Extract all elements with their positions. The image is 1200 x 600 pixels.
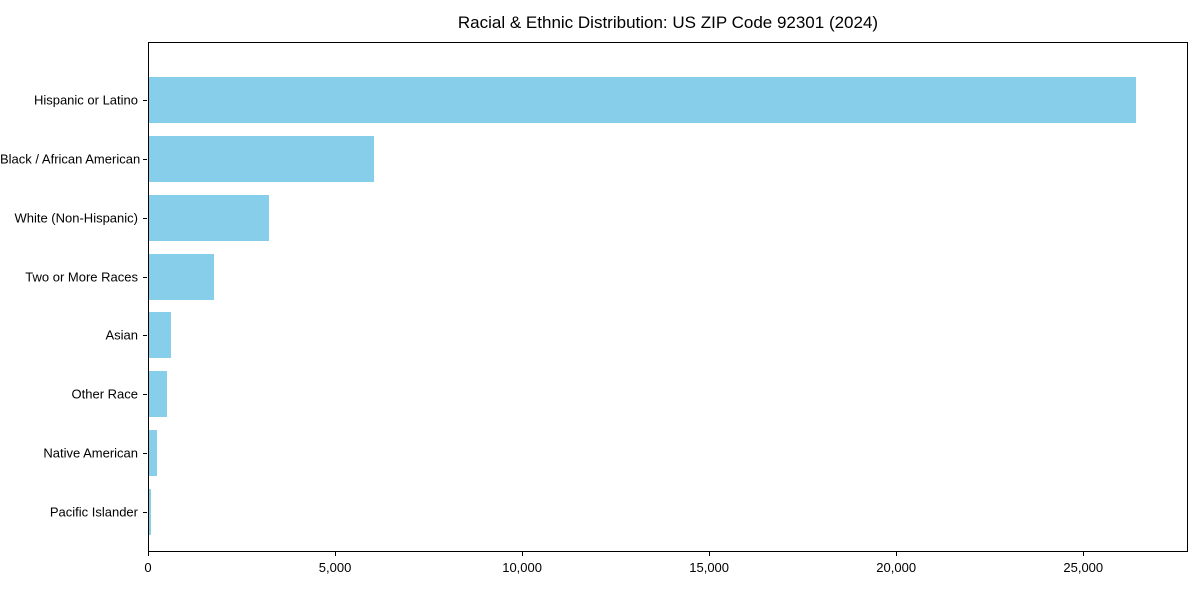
x-axis-tick-label: 15,000 [689, 560, 730, 575]
bar-white-non-hispanic [149, 194, 269, 241]
x-axis-tick [147, 552, 149, 556]
x-axis-tick-label: 20,000 [876, 560, 917, 575]
bars-layer [149, 43, 1187, 551]
y-axis-label-white-non-hispanic: White (Non-Hispanic) [14, 210, 138, 226]
x-axis-tick-label: 10,000 [502, 560, 542, 575]
bar-black-african-american [149, 136, 374, 183]
bar-pacific-islander [149, 488, 152, 535]
x-axis-tick [334, 552, 336, 556]
x-axis-tick [521, 552, 523, 556]
y-axis-tick [143, 452, 147, 454]
y-axis-tick [143, 394, 147, 396]
bar-hispanic-or-latino [149, 77, 1137, 124]
bar-two-or-more-races [149, 253, 214, 300]
x-axis-tick [895, 552, 897, 556]
bar-asian [149, 312, 172, 359]
y-axis-tick [143, 100, 147, 102]
y-axis-tick [143, 276, 147, 278]
bar-other-race [149, 371, 167, 418]
bar-native-american [149, 429, 158, 476]
y-axis-label-native-american: Native American [43, 445, 138, 461]
plot-area [148, 42, 1188, 552]
y-axis-label-other-race: Other Race [71, 386, 138, 402]
y-axis-tick [143, 159, 147, 161]
y-axis-label-hispanic-or-latino: Hispanic or Latino [33, 92, 138, 108]
y-axis-labels: Hispanic or Latino Black / African Americ… [0, 42, 148, 552]
x-axis-tick [708, 552, 710, 556]
x-axis-ticks: 0 5,000 10,000 15,000 20,000 25,000 [144, 552, 1188, 586]
x-axis-tick-label: 0 [144, 560, 152, 575]
y-axis-tick [143, 217, 147, 219]
x-axis-tick-label: 25,000 [1063, 560, 1104, 575]
chart-title: Racial & Ethnic Distribution: US ZIP Cod… [457, 13, 879, 32]
y-axis-label-black-african-american: Black / African American [0, 151, 141, 167]
y-axis-tick [143, 511, 147, 513]
y-axis-tick [143, 335, 147, 337]
y-axis-label-asian: Asian [105, 327, 138, 343]
x-axis-tick [1082, 552, 1084, 556]
y-axis-label-pacific-islander: Pacific Islander [49, 504, 138, 520]
y-axis-label-two-or-more-races: Two or More Races [25, 269, 138, 285]
x-axis-tick-label: 5,000 [318, 560, 352, 575]
